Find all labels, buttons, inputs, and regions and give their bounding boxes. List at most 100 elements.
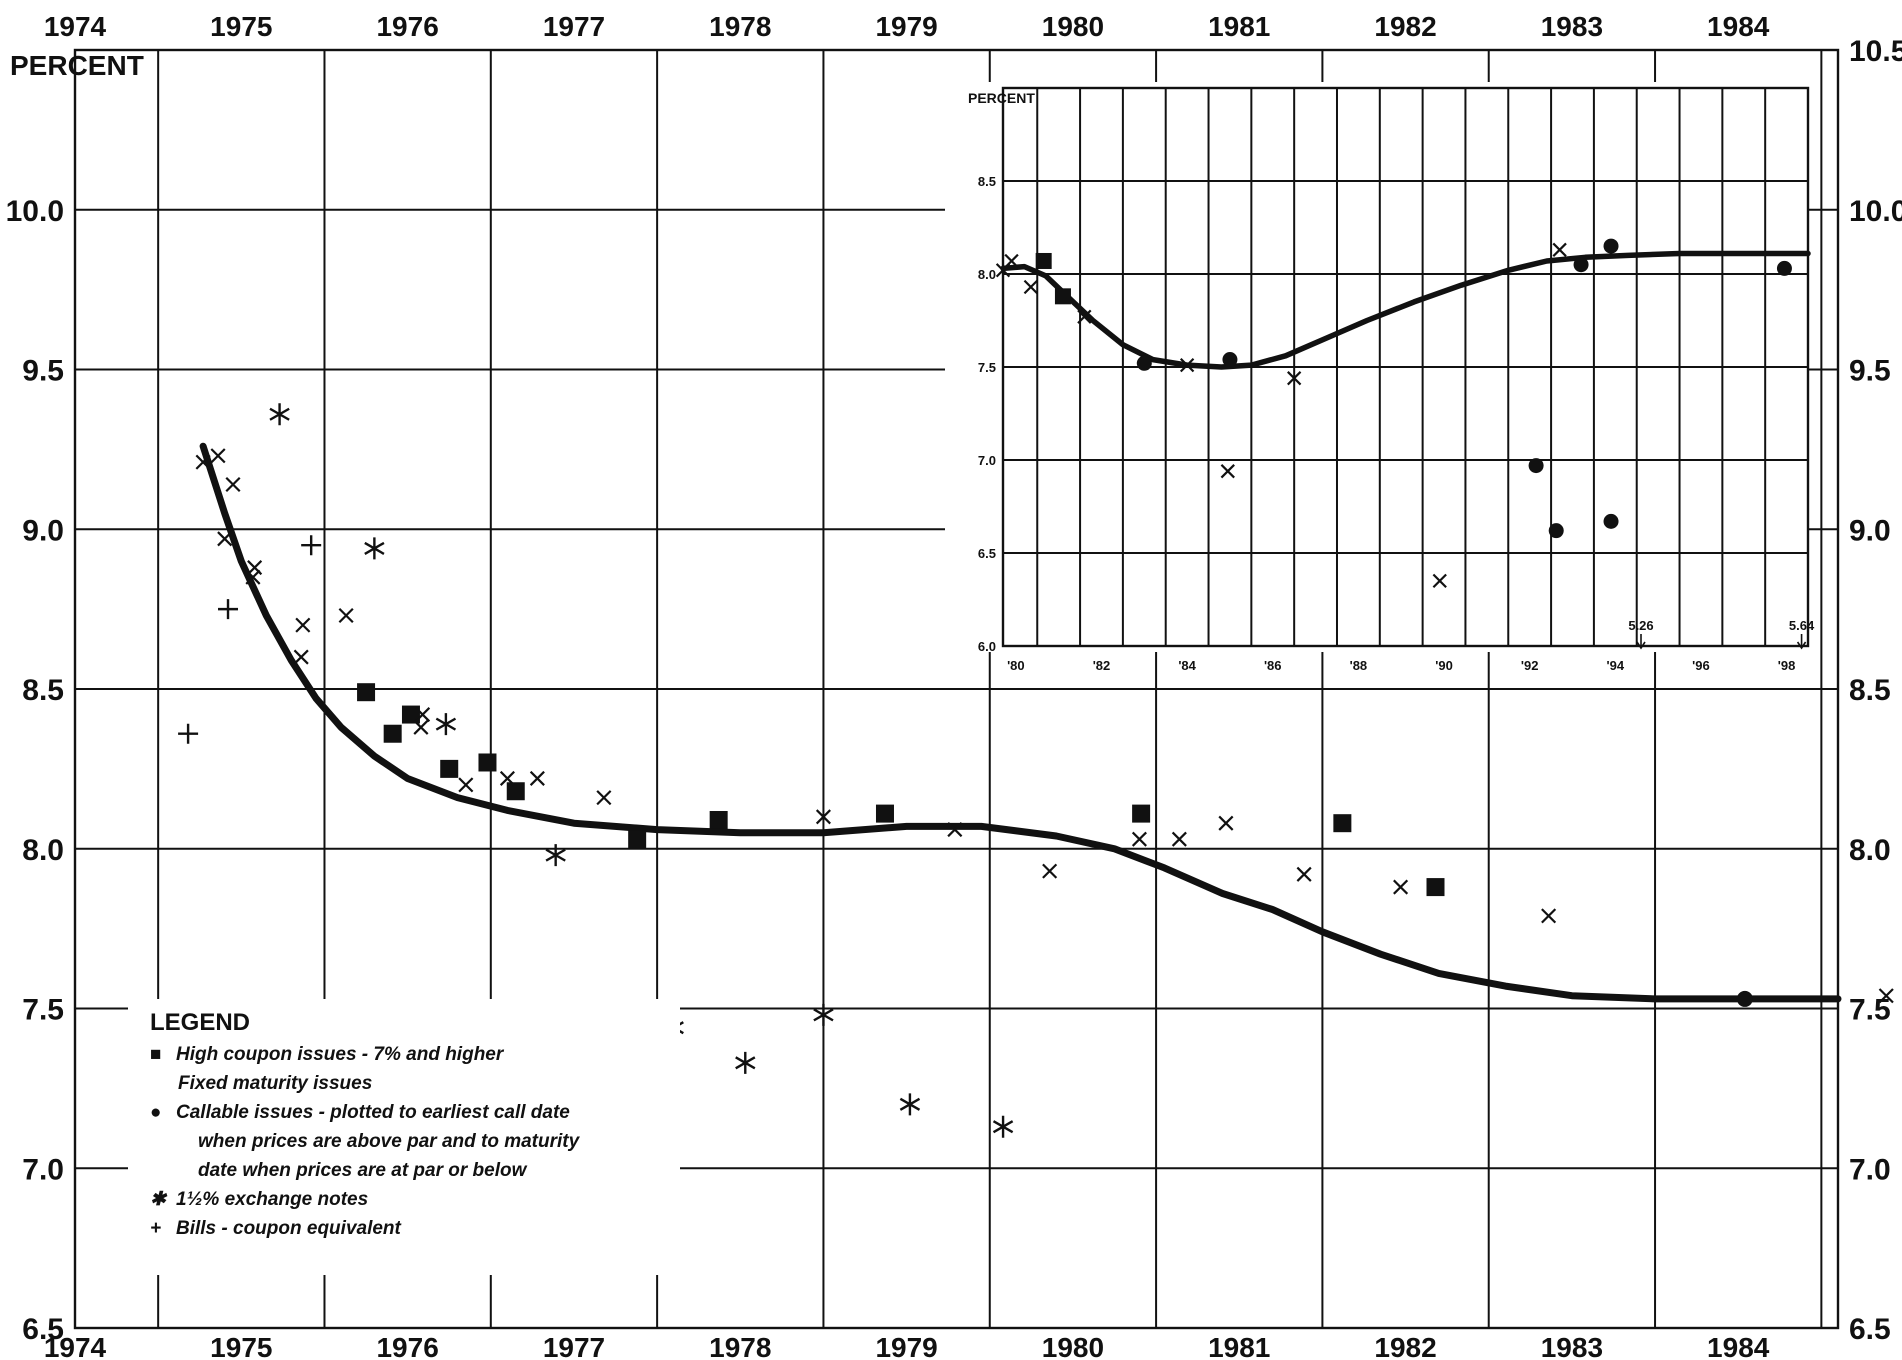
main-x-tick-top: 1976 bbox=[376, 11, 438, 42]
main-y-tick-right: 10.5 bbox=[1849, 35, 1902, 68]
main-point-asterisk bbox=[435, 713, 457, 736]
inset-x-tick: '84 bbox=[1178, 658, 1196, 673]
main-x-tick-bottom: 1978 bbox=[709, 1332, 771, 1360]
main-trend-path bbox=[199, 442, 1842, 1003]
main-point-x bbox=[1296, 866, 1312, 882]
main-x-tick-top: 1980 bbox=[1042, 11, 1104, 42]
main-x-tick-top: 1981 bbox=[1208, 11, 1270, 42]
main-point-x bbox=[458, 777, 474, 793]
main-point-square bbox=[1132, 804, 1151, 823]
inset-trend-path bbox=[1000, 250, 1811, 370]
legend-entry-text: when prices are above par and to maturit… bbox=[198, 1131, 581, 1152]
main-y-tick-left: 6.5 bbox=[22, 1313, 64, 1346]
inset-point-circle bbox=[1776, 260, 1792, 276]
main-point-square bbox=[506, 782, 525, 801]
inset-point-circle bbox=[1136, 355, 1152, 371]
main-y-tick-right: 9.0 bbox=[1849, 514, 1891, 547]
main-y-tick-left: 10.0 bbox=[6, 195, 64, 228]
inset-point-x bbox=[1077, 309, 1092, 324]
main-point-x bbox=[225, 476, 241, 493]
main-x-tick-bottom: 1984 bbox=[1707, 1332, 1770, 1360]
main-x-tick-bottom: 1979 bbox=[875, 1332, 937, 1360]
inset-annotation-label: 5.64 bbox=[1789, 618, 1815, 633]
inset-y-tick: 7.5 bbox=[978, 360, 996, 375]
inset-annotation-label: 5.26 bbox=[1628, 618, 1653, 633]
inset-point-square bbox=[1035, 252, 1052, 269]
main-y-tick-right: 8.5 bbox=[1849, 674, 1891, 707]
inset-x-tick: '92 bbox=[1521, 658, 1539, 673]
main-point-x bbox=[499, 770, 515, 786]
main-x-tick-bottom: 1982 bbox=[1374, 1332, 1436, 1360]
inset-x-tick: '88 bbox=[1350, 658, 1368, 673]
main-x-tick-bottom: 1977 bbox=[543, 1332, 605, 1360]
main-point-plus bbox=[178, 723, 199, 744]
inset-x-tick: '80 bbox=[1007, 658, 1025, 673]
inset-y-tick: 8.5 bbox=[978, 174, 996, 189]
main-point-square bbox=[401, 705, 420, 724]
inset-point-circle bbox=[1222, 352, 1238, 368]
legend-entry-text: Fixed maturity issues bbox=[178, 1073, 372, 1094]
legend-title: LEGEND bbox=[150, 1009, 250, 1036]
main-point-square bbox=[383, 724, 402, 743]
main-point-square bbox=[1333, 814, 1352, 833]
inset-tick-labels: '80 '82 '84 '86 '88 '90 '92 '94 '96 '98 6.0 6.5 7.0 7… bbox=[978, 174, 1795, 673]
main-x-tick-bottom: 1976 bbox=[376, 1332, 438, 1360]
main-x-tick-top: 1977 bbox=[543, 11, 605, 42]
main-point-plus bbox=[301, 535, 322, 556]
legend-entry-text: High coupon issues - 7% and higher bbox=[176, 1044, 505, 1065]
inset-x-tick: '98 bbox=[1778, 658, 1796, 673]
main-point-x bbox=[815, 809, 831, 825]
main-point-x bbox=[195, 454, 211, 470]
main-x-tick-top: 1975 bbox=[210, 11, 272, 42]
main-x-tick-top: 1984 bbox=[1707, 11, 1770, 42]
main-point-x bbox=[1218, 815, 1234, 831]
main-point-asterisk bbox=[269, 403, 290, 426]
main-point-asterisk bbox=[899, 1093, 921, 1116]
inset-y-tick: 7.0 bbox=[978, 453, 996, 468]
legend-entry-text: date when prices are at par or below bbox=[198, 1160, 528, 1181]
inset-y-axis-title: PERCENT bbox=[968, 90, 1035, 106]
inset-y-tick: 6.0 bbox=[978, 639, 996, 654]
main-point-x bbox=[210, 448, 226, 464]
main-y-tick-left: 7.5 bbox=[22, 994, 64, 1027]
main-point-x bbox=[1131, 831, 1147, 847]
legend-symbol: ✱ bbox=[150, 1189, 168, 1210]
inset-point-x bbox=[1023, 279, 1038, 295]
main-y-axis-title: PERCENT bbox=[10, 50, 144, 81]
main-y-tick-left: 8.0 bbox=[22, 834, 64, 867]
inset-x-tick: '90 bbox=[1435, 658, 1453, 673]
main-point-x bbox=[415, 707, 431, 723]
main-point-x bbox=[596, 790, 612, 806]
main-y-tick-right: 7.0 bbox=[1849, 1153, 1891, 1186]
main-point-square bbox=[478, 753, 497, 772]
main-point-x bbox=[295, 617, 311, 633]
main-point-x bbox=[947, 822, 963, 838]
main-trend-line bbox=[199, 442, 1842, 1003]
inset-point-square bbox=[1054, 288, 1071, 305]
main-point-asterisk bbox=[813, 1003, 834, 1026]
main-point-x bbox=[1171, 831, 1187, 847]
main-point-square bbox=[709, 810, 728, 829]
main-y-tick-left: 9.5 bbox=[22, 355, 64, 388]
inset-annotations: 5.26 5.64 bbox=[1628, 618, 1815, 650]
main-point-x bbox=[217, 531, 233, 547]
legend: LEGEND ■ High coupon issues - 7% and high… bbox=[128, 999, 680, 1275]
inset-y-tick: 6.5 bbox=[978, 546, 996, 561]
inset-x-tick: '94 bbox=[1607, 658, 1625, 673]
main-x-tick-top: 1978 bbox=[709, 11, 771, 42]
main-point-asterisk bbox=[364, 537, 385, 560]
inset-x-tick: '96 bbox=[1692, 658, 1710, 673]
main-point-x bbox=[1541, 908, 1557, 924]
inset-y-tick: 8.0 bbox=[978, 267, 996, 282]
main-x-tick-top: 1974 bbox=[44, 11, 107, 42]
inset-point-circle bbox=[1603, 513, 1619, 529]
main-point-x bbox=[247, 560, 263, 576]
main-x-tick-bottom: 1974 bbox=[44, 1332, 107, 1360]
main-point-square bbox=[628, 830, 647, 849]
inset-point-x bbox=[1220, 464, 1235, 479]
main-y-tick-right: 10.0 bbox=[1849, 195, 1902, 228]
main-point-square bbox=[357, 683, 376, 702]
legend-entries: ■ High coupon issues - 7% and higher Fixed… bbox=[150, 1044, 581, 1239]
main-x-tick-top: 1982 bbox=[1374, 11, 1436, 42]
